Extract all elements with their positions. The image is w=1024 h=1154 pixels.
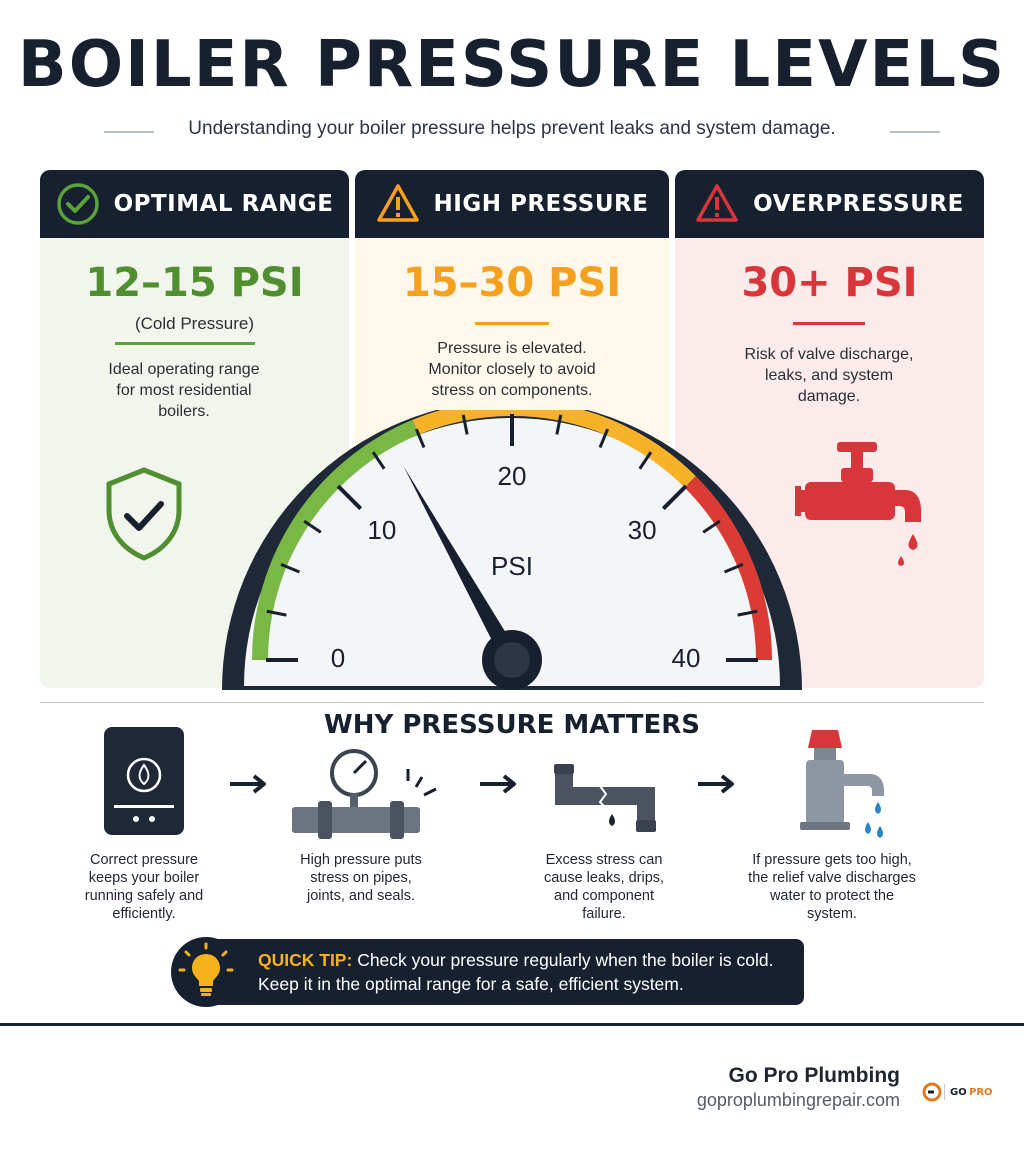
gauge-tick [723, 562, 744, 574]
gauge-tick [371, 451, 386, 470]
gauge-tick [702, 519, 721, 534]
optimal-range-heading: OPTIMAL RANGE [113, 191, 334, 217]
warning-triangle-icon [376, 184, 419, 222]
gauge-tick [461, 414, 469, 435]
subtitle-row: Understanding your boiler pressure helps… [0, 118, 1024, 144]
company-website[interactable]: goproplumbingrepair.com [696, 1090, 900, 1110]
pressure-gauge: PSI 0 10 20 30 40 [222, 410, 802, 690]
gauge-zone-0 [252, 419, 419, 661]
arrow-right-icon [480, 774, 516, 794]
overpressure-heading: OVERPRESSURE [753, 191, 964, 217]
alert-triangle-icon [696, 184, 738, 222]
svg-text:PRO: PRO [969, 1087, 993, 1098]
gauge-tick [661, 484, 688, 511]
gauge-tick [414, 428, 426, 449]
gauge-tick [303, 519, 322, 534]
pipe-gauge-icon [292, 749, 437, 839]
gauge-tick [266, 609, 287, 617]
high-pressure-value: 15–30 PSI [402, 260, 622, 306]
page-title: BOILER PRESSURE LEVELS [17, 28, 1007, 102]
go-pro-logo: GO PRO [922, 1082, 993, 1102]
leaking-pipe-icon [554, 764, 656, 832]
gauge-tick [598, 428, 610, 449]
relief-valve-icon [800, 730, 884, 838]
gauge-unit-label: PSI [491, 551, 533, 581]
optimal-range-note: (Cold Pressure) [134, 314, 255, 333]
arrow-right-icon [698, 774, 734, 794]
gauge-tick [280, 562, 301, 574]
gauge-tick-label: 20 [498, 461, 527, 491]
subtitle-rule-left [104, 131, 154, 133]
shield-check-icon [106, 467, 182, 561]
high-pressure-header: HIGH PRESSURE [355, 170, 669, 238]
boiler-icon [104, 727, 184, 835]
gauge-tick-label: 0 [331, 643, 345, 673]
step-high-pressure-text: High pressure puts stress on pipes, join… [300, 852, 422, 904]
step-excess-stress-text: Excess stress can cause leaks, drips, an… [543, 852, 665, 922]
company-name: Go Pro Plumbing [728, 1064, 901, 1087]
overpressure-header: OVERPRESSURE [675, 170, 984, 238]
check-circle-icon [56, 183, 99, 225]
lightbulb-icon [171, 937, 241, 1007]
quick-tip-label: QUICK TIP: [258, 950, 353, 970]
optimal-range-header: OPTIMAL RANGE [40, 170, 349, 238]
high-underline [475, 322, 549, 325]
gauge-tick-label: 40 [672, 643, 701, 673]
gauge-tick [336, 484, 363, 511]
gauge-tick [555, 414, 563, 435]
step-relief-valve-text: If pressure gets too high, the relief va… [748, 852, 916, 922]
dripping-valve-icon [795, 442, 921, 566]
gauge-zone-2 [684, 476, 772, 661]
gauge-tick-label: 30 [628, 515, 657, 545]
optimal-range-description: Ideal operating range for most residenti… [108, 361, 260, 420]
over-underline [793, 322, 865, 325]
gauge-tick [737, 609, 758, 617]
footer-rule [0, 1023, 1024, 1026]
gauge-face [244, 418, 780, 686]
gauge-zone-1 [412, 410, 696, 488]
gauge-tick-label: 10 [367, 515, 396, 545]
subtitle-rule-right [890, 131, 940, 133]
subtitle: Understanding your boiler pressure helps… [188, 118, 836, 139]
optimal-underline [115, 342, 255, 345]
gauge-hub-inner [494, 642, 530, 678]
gauge-needle [403, 466, 520, 665]
overpressure-value: 30+ PSI [741, 260, 918, 306]
quick-tip-line1: Check your pressure regularly when the b… [357, 950, 774, 970]
high-pressure-heading: HIGH PRESSURE [433, 191, 649, 217]
optimal-range-value: 12–15 PSI [85, 260, 304, 306]
high-pressure-description: Pressure is elevated. Monitor closely to… [428, 340, 596, 399]
step-correct-pressure-text: Correct pressure keeps your boiler runni… [84, 852, 204, 922]
quick-tip-line2: Keep it in the optimal range for a safe,… [258, 974, 684, 994]
why-pressure-matters-title: WHY PRESSURE MATTERS [324, 710, 700, 740]
overpressure-description: Risk of valve discharge, leaks, and syst… [744, 346, 914, 405]
arrow-right-icon [230, 774, 266, 794]
quick-tip-banner: QUICK TIP: Check your pressure regularly… [210, 939, 804, 1005]
section-divider [40, 702, 984, 703]
svg-text:GO: GO [950, 1087, 967, 1098]
gauge-tick [638, 451, 653, 470]
